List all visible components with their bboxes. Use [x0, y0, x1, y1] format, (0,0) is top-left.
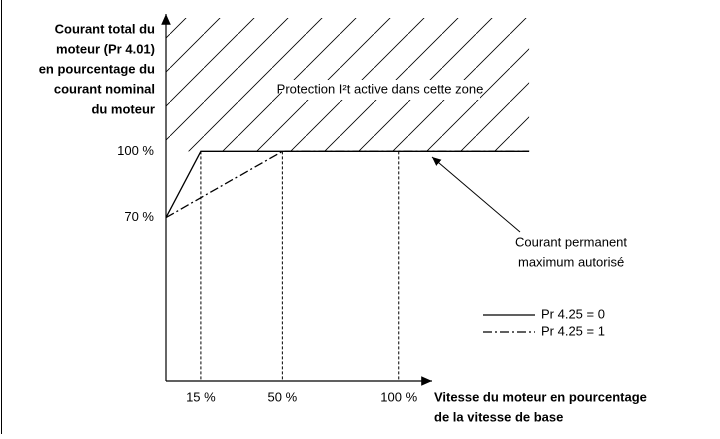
x-tick-label: 50 %	[268, 389, 298, 404]
x-axis-label: de la vitesse de base	[434, 409, 563, 424]
series-line	[165, 150, 530, 218]
y-axis-label: courant nominal	[54, 81, 155, 96]
y-axis-label: Courant total du	[55, 21, 155, 36]
y-axis-label: moteur (Pr 4.01)	[56, 41, 155, 56]
x-axis-label: Vitesse du moteur en pourcentage	[434, 389, 647, 404]
zone-label: Protection I²t active dans cette zone	[277, 81, 484, 96]
x-tick-label: 100 %	[380, 389, 417, 404]
annotation-arrow	[431, 156, 521, 233]
y-axis-label: du moteur	[91, 101, 155, 116]
x-tick-label: 15 %	[186, 389, 216, 404]
series-line	[165, 150, 530, 219]
legend-label: Pr 4.25 = 0	[541, 306, 605, 321]
annotation: maximum autorisé	[518, 254, 624, 269]
y-tick-label: 100 %	[117, 143, 154, 158]
y-tick-label: 70 %	[124, 209, 154, 224]
y-axis-label: en pourcentage du	[39, 61, 155, 76]
annotation: Courant permanent	[515, 234, 627, 249]
legend-label: Pr 4.25 = 1	[541, 323, 605, 338]
zone-label-bg	[282, 80, 480, 100]
